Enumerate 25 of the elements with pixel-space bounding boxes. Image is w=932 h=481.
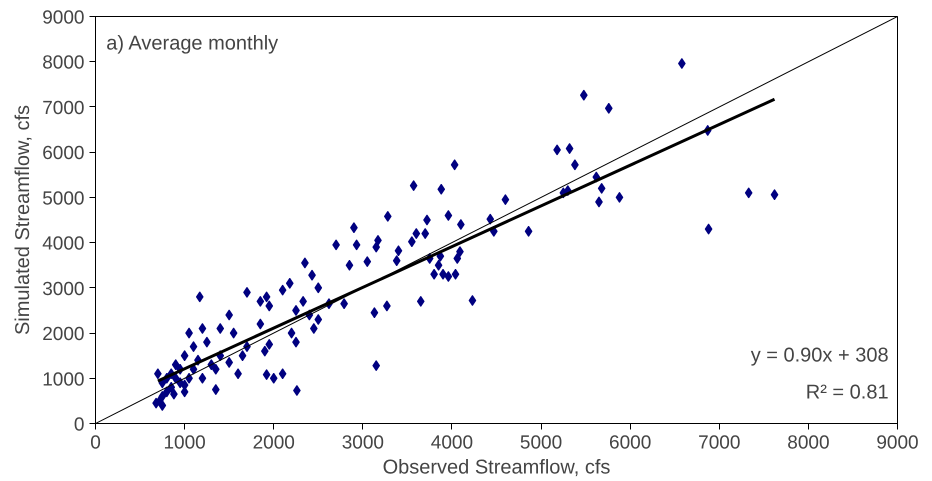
annotation: y = 0.90x + 308 — [750, 344, 889, 367]
y-tick-label: 6000 — [42, 143, 85, 164]
y-tick-label: 5000 — [42, 188, 85, 210]
x-tick-label: 2000 — [252, 432, 295, 454]
y-tick-label: 8000 — [42, 52, 85, 74]
y-tick-label: 9000 — [42, 8, 85, 28]
annotation: a) Average monthly — [106, 32, 278, 55]
x-tick-label: 1000 — [163, 432, 206, 454]
x-tick-label: 6000 — [609, 432, 652, 454]
x-axis-title: Observed Streamflow, cfs — [382, 456, 610, 478]
x-tick-label: 7000 — [698, 432, 740, 454]
y-tick-label: 3000 — [42, 278, 85, 300]
x-tick-label: 4000 — [430, 432, 474, 454]
x-tick-label: 9000 — [876, 432, 919, 454]
x-tick-label: 8000 — [787, 432, 830, 454]
annotation: R² = 0.81 — [806, 382, 889, 404]
x-tick-label: 5000 — [520, 432, 562, 454]
y-tick-label: 7000 — [42, 98, 85, 119]
y-tick-label: 2000 — [42, 324, 85, 346]
y-tick-label: 1000 — [42, 369, 85, 390]
x-tick-label: 3000 — [342, 432, 384, 454]
y-axis-title: Simulated Streamflow, cfs — [12, 104, 34, 336]
y-tick-label: 0 — [74, 414, 85, 436]
x-tick-label: 0 — [90, 432, 101, 454]
y-tick-label: 4000 — [42, 234, 85, 255]
